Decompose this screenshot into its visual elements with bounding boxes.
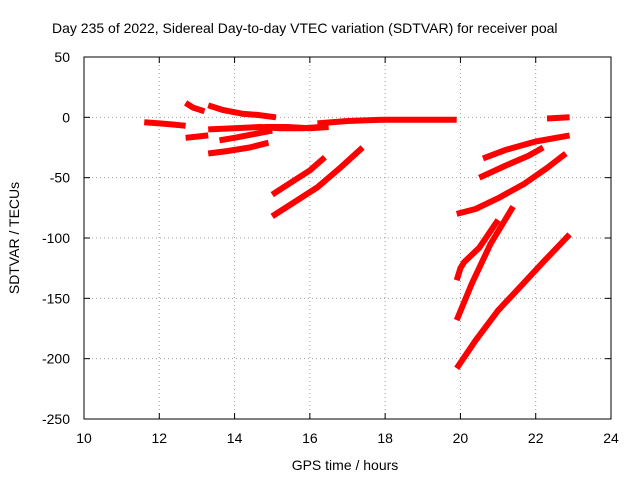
series-line (143, 119, 186, 129)
series-line (546, 114, 570, 122)
x-tick-label: 22 (528, 430, 544, 446)
y-tick-label: -150 (42, 290, 70, 306)
series-line (453, 205, 516, 322)
y-axis-label: SDTVAR / TECUs (6, 182, 22, 294)
x-tick-label: 18 (377, 430, 393, 446)
plot-frame (83, 56, 612, 420)
series-line (453, 218, 501, 282)
gridlines (84, 57, 611, 419)
series-line (481, 132, 571, 162)
series-line (264, 124, 329, 132)
series-line (183, 100, 206, 115)
series-line (478, 144, 545, 181)
series-line (185, 132, 209, 141)
x-axis-label: GPS time / hours (292, 457, 399, 473)
series-line (270, 154, 327, 198)
x-tick-label: 20 (453, 430, 469, 446)
chart-title: Day 235 of 2022, Sidereal Day-to-day VTE… (52, 20, 558, 36)
x-tick-label: 10 (76, 430, 92, 446)
x-tick-label: 12 (151, 430, 167, 446)
plot-area (143, 100, 572, 370)
x-tick-label: 16 (302, 430, 318, 446)
y-tick-label: -100 (42, 230, 70, 246)
series-line (270, 145, 365, 219)
series-line (454, 232, 572, 370)
y-tick-label: -50 (50, 170, 70, 186)
series-line (207, 139, 270, 157)
y-tick-label: 50 (54, 49, 70, 65)
x-tick-label: 24 (603, 430, 619, 446)
axes: 10 12 14 16 18 20 22 24 50 0 -50 -100 -150 -200 -250 (42, 49, 619, 446)
series-line (455, 151, 568, 217)
y-tick-label: -250 (42, 411, 70, 427)
x-tick-label: 14 (227, 430, 243, 446)
series-line (317, 116, 457, 127)
y-tick-label: -200 (42, 351, 70, 367)
y-tick-label: 0 (62, 109, 70, 125)
series-line (219, 127, 273, 144)
series-line (207, 102, 277, 121)
